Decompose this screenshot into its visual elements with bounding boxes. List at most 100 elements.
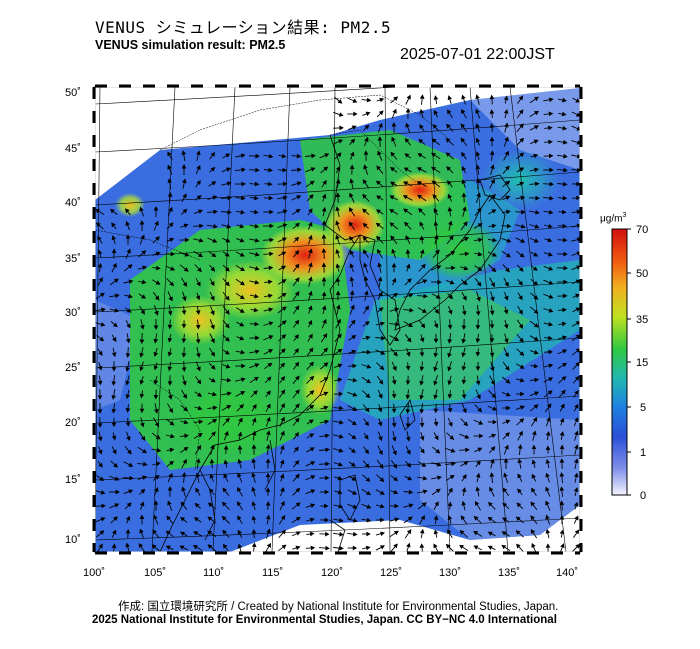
wind-arrow-head	[389, 181, 395, 186]
wind-arrow-head	[394, 336, 400, 341]
wind-arrow-head	[461, 487, 467, 492]
wind-arrow-head	[434, 435, 439, 441]
wind-arrow-head	[548, 280, 554, 285]
wind-arrow-head	[111, 422, 117, 428]
wind-arrow-head	[545, 431, 551, 436]
wind-arrow-head	[531, 542, 536, 548]
wind-arrow-head	[184, 252, 190, 257]
wind-arrow-head	[183, 419, 189, 425]
wind-arrow-head	[547, 252, 553, 257]
wind-arrow-head	[239, 238, 245, 243]
wind-arrow-head	[405, 436, 411, 442]
wind-arrow-head	[196, 366, 201, 372]
wind-arrow-head	[545, 514, 550, 520]
wind-arrow-head	[532, 416, 538, 422]
wind-arrow-head	[125, 380, 130, 386]
wind-arrow-head	[325, 461, 330, 467]
wind-arrow-head	[337, 475, 343, 481]
wind-arrow-head	[323, 391, 329, 396]
wind-arrow-head	[308, 333, 313, 339]
wind-arrow-head	[477, 223, 483, 228]
lon-label: 125˚	[380, 567, 402, 579]
wind-arrow-head	[268, 307, 274, 313]
wind-arrow-head	[112, 529, 117, 535]
lat-label: 35˚	[65, 253, 81, 265]
wind-arrow-head	[198, 252, 204, 258]
wind-arrow-head	[226, 224, 232, 229]
wind-arrow-head	[380, 335, 386, 341]
wind-arrow-head	[419, 94, 425, 99]
wind-arrow-head	[447, 324, 453, 330]
wind-arrow-head	[450, 251, 456, 256]
wind-arrow-head	[125, 353, 131, 358]
wind-arrow-head	[335, 234, 340, 240]
wind-arrow-head	[475, 123, 480, 129]
wind-arrow-head	[518, 109, 524, 115]
wind-arrow-head	[422, 489, 428, 494]
wind-arrow-head	[405, 380, 411, 386]
wind-arrow-head	[549, 195, 554, 201]
wind-arrow-head	[225, 417, 230, 423]
wind-arrow-head	[419, 380, 424, 386]
wind-arrow-head	[225, 309, 230, 315]
wind-arrow-head	[575, 321, 580, 326]
wind-arrow-head	[516, 543, 521, 549]
wind-arrow-head	[155, 461, 161, 467]
wind-arrow-head	[337, 333, 342, 339]
wind-arrow-head	[475, 486, 481, 492]
timestamp: 2025-07-01 22:00JST	[400, 46, 555, 63]
wind-arrow-head	[182, 208, 188, 214]
wind-arrow-head	[548, 294, 554, 299]
wind-arrow-head	[380, 517, 385, 523]
wind-arrow-head	[475, 366, 481, 371]
wind-arrow-head	[265, 501, 271, 506]
wind-arrow-head	[430, 152, 436, 158]
wind-arrow-head	[379, 490, 385, 495]
wind-arrow-head	[128, 489, 134, 494]
graticule	[95, 87, 580, 552]
wind-arrow-head	[181, 353, 187, 358]
wind-arrow-head	[447, 193, 452, 199]
wind-arrow-head	[251, 542, 257, 548]
wind-arrow-head	[489, 94, 495, 100]
wind-arrow-head	[193, 517, 199, 522]
wind-arrow-head	[532, 430, 537, 436]
wind-arrow-head	[151, 544, 157, 550]
wind-arrow-head	[562, 362, 568, 368]
wind-arrow-head	[489, 123, 495, 128]
wind-arrow-head	[127, 264, 133, 269]
lat-label: 45˚	[65, 143, 81, 155]
wind-arrow-head	[210, 338, 215, 344]
wind-arrow-head	[576, 195, 580, 201]
wind-arrow-head	[97, 365, 103, 371]
wind-arrow-head	[563, 251, 568, 257]
wind-arrow-head	[351, 335, 357, 340]
wind-arrow-head	[447, 515, 453, 521]
wind-arrow-head	[393, 351, 398, 357]
wind-arrow-head	[213, 209, 218, 215]
wind-arrow-head	[254, 223, 260, 229]
wind-arrow-head	[169, 237, 175, 243]
wind-arrow-head	[407, 516, 413, 521]
wind-arrow-head	[576, 209, 580, 215]
wind-arrow-head	[391, 379, 397, 385]
wind-arrow-head	[459, 544, 464, 550]
wind-arrow-head	[575, 543, 580, 549]
wind-arrow-head	[559, 417, 565, 423]
wind-arrow-head	[574, 515, 579, 521]
wind-arrow-head	[139, 220, 145, 225]
wind-arrow-head	[364, 305, 370, 311]
wind-arrow-head	[392, 108, 397, 114]
wind-arrow-head	[531, 444, 537, 450]
wind-arrow-head	[362, 193, 367, 199]
wind-arrow-head	[197, 209, 203, 214]
wind-arrow-head	[139, 501, 145, 507]
wind-arrow-head	[419, 366, 425, 372]
wind-arrow-head	[167, 151, 172, 157]
wind-arrow-head	[575, 112, 580, 117]
wind-arrow-head	[225, 167, 231, 172]
wind-arrow-head	[324, 517, 330, 523]
wind-arrow-head	[209, 473, 215, 479]
wind-arrow-head	[492, 419, 498, 425]
wind-arrow-head	[309, 433, 315, 438]
